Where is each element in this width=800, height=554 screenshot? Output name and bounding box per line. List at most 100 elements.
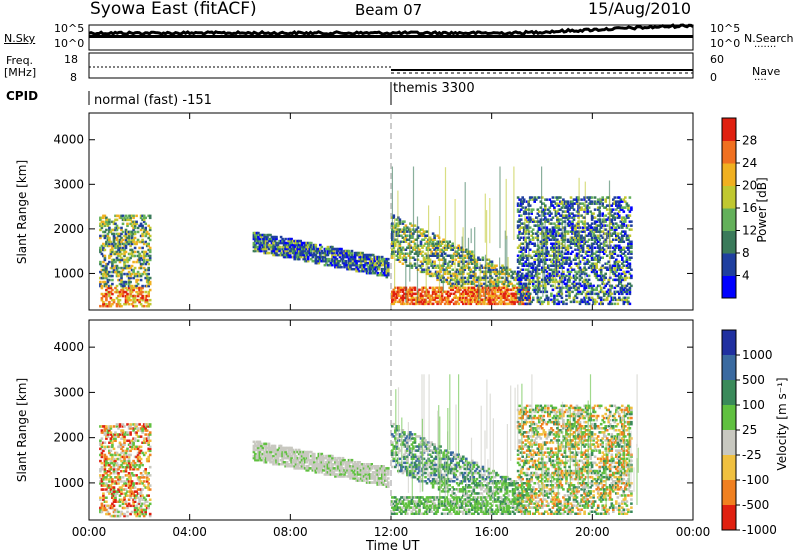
echo-cell bbox=[471, 286, 474, 290]
echo-cell bbox=[102, 254, 105, 258]
echo-cell bbox=[565, 260, 568, 263]
echo-cell bbox=[587, 260, 591, 263]
echo-cell bbox=[457, 260, 460, 263]
echo-cell bbox=[605, 254, 609, 257]
echo-cell bbox=[499, 302, 503, 306]
echo-cell bbox=[630, 242, 633, 245]
echo-cell bbox=[311, 245, 315, 249]
echo-cell bbox=[483, 278, 486, 282]
echo-cell bbox=[587, 206, 591, 209]
echo-cell bbox=[536, 208, 540, 211]
echo-cell bbox=[266, 233, 269, 237]
echo-cell bbox=[308, 245, 312, 249]
echo-cell bbox=[613, 266, 617, 269]
echo-cell bbox=[109, 461, 113, 465]
echo-cell bbox=[409, 286, 412, 290]
echo-cell bbox=[610, 284, 614, 288]
echo-cell bbox=[117, 234, 120, 238]
echo-cell bbox=[459, 246, 462, 249]
echo-cell bbox=[126, 294, 129, 298]
echo-cell bbox=[302, 241, 305, 245]
echo-cell bbox=[136, 298, 140, 302]
echo-cell bbox=[463, 282, 467, 286]
echo-cell bbox=[424, 292, 427, 296]
echo-cell bbox=[489, 300, 492, 304]
echo-cell bbox=[618, 216, 621, 219]
echo-cell bbox=[413, 230, 417, 233]
echo-cell bbox=[285, 253, 289, 257]
echo-cell bbox=[580, 208, 583, 211]
echo-cell bbox=[593, 268, 597, 271]
echo-cell bbox=[132, 468, 135, 471]
echo-streak bbox=[513, 166, 515, 240]
echo-cell bbox=[490, 290, 494, 294]
echo-cell bbox=[142, 266, 146, 270]
echo-cell bbox=[430, 254, 433, 257]
echo-cell bbox=[524, 274, 527, 278]
echo-cell bbox=[144, 300, 147, 304]
echo-cell bbox=[395, 258, 399, 261]
echo-cell bbox=[108, 242, 111, 246]
echo-cell bbox=[439, 270, 442, 274]
echo-cell bbox=[601, 256, 604, 259]
echo-cell bbox=[273, 253, 277, 257]
echo-cell bbox=[377, 261, 381, 265]
echo-cell bbox=[126, 272, 129, 276]
echo-cell bbox=[120, 463, 123, 467]
echo-cell bbox=[254, 245, 257, 249]
echo-cell bbox=[413, 248, 417, 251]
echo-cell bbox=[604, 292, 607, 296]
echo-cell bbox=[574, 262, 577, 265]
echo-cell bbox=[332, 261, 336, 265]
echo-cell bbox=[475, 290, 479, 294]
echo-cell bbox=[376, 273, 379, 277]
echo-cell bbox=[455, 254, 459, 257]
echo-cell bbox=[598, 284, 601, 288]
echo-cell bbox=[124, 246, 128, 250]
echo-cell bbox=[120, 248, 123, 252]
echo-cell bbox=[530, 242, 533, 245]
echo-cell bbox=[466, 298, 470, 302]
echo-cell bbox=[106, 486, 110, 489]
echo-cell bbox=[114, 222, 117, 226]
echo-cell bbox=[533, 290, 536, 294]
echo-cell bbox=[599, 300, 603, 304]
colorbar-cell-0 bbox=[722, 163, 736, 186]
echo-cell bbox=[108, 290, 111, 294]
echo-cell bbox=[487, 294, 491, 298]
echo-cell bbox=[290, 247, 293, 251]
echo-cell bbox=[519, 288, 523, 292]
echo-cell bbox=[592, 216, 595, 219]
echo-cell bbox=[518, 276, 521, 280]
echo-cell bbox=[604, 238, 607, 241]
echo-cell bbox=[559, 200, 562, 203]
echo-cell bbox=[109, 296, 113, 300]
echo-cell bbox=[459, 294, 462, 298]
echo-cell bbox=[575, 226, 579, 229]
echo-cell bbox=[616, 254, 620, 257]
echo-cell bbox=[120, 443, 123, 446]
echo-cell bbox=[401, 262, 405, 265]
echo-cell bbox=[303, 249, 307, 253]
echo-cell bbox=[583, 288, 586, 292]
echo-cell bbox=[133, 246, 137, 250]
echo-cell bbox=[545, 198, 549, 201]
echo-cell bbox=[468, 286, 471, 290]
echo-cell bbox=[593, 264, 597, 267]
echo-cell bbox=[436, 252, 439, 255]
echo-cell bbox=[340, 249, 343, 253]
echo-cell bbox=[123, 498, 126, 501]
echo-cell bbox=[607, 230, 610, 233]
echo-cell bbox=[521, 222, 524, 225]
echo-cell bbox=[326, 259, 330, 263]
echo-cell bbox=[541, 202, 544, 205]
echo-cell bbox=[391, 252, 394, 255]
echo-cell bbox=[531, 268, 535, 271]
echo-cell bbox=[468, 262, 471, 265]
echo-cell bbox=[525, 236, 529, 239]
echo-cell bbox=[531, 232, 535, 235]
echo-cell bbox=[433, 264, 436, 267]
echo-cell bbox=[111, 478, 114, 481]
echo-cell bbox=[117, 214, 120, 218]
echo-cell bbox=[519, 278, 523, 282]
